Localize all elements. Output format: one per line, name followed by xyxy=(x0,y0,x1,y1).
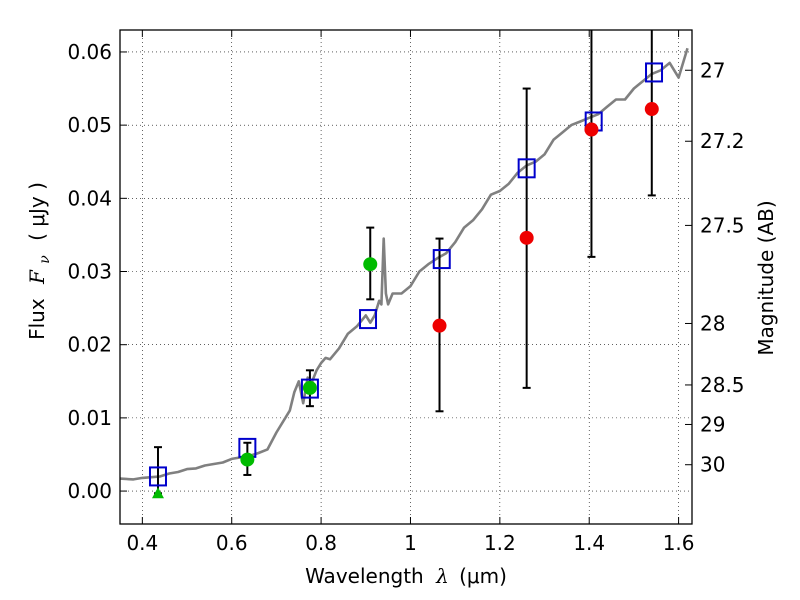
x-tick-label: 1.2 xyxy=(484,531,516,555)
x-axis-label-symbol: λ xyxy=(435,564,449,588)
model-spectrum-layer xyxy=(119,47,689,481)
model-photometry-square xyxy=(517,158,536,179)
x-tick-label: 1.6 xyxy=(663,531,695,555)
model-photometry-square xyxy=(645,62,664,83)
y-tick-label: 0.01 xyxy=(67,406,112,430)
y2-tick-label: 28 xyxy=(700,311,725,335)
y-tick-label: 0.03 xyxy=(67,260,112,284)
x-tick-label: 1.4 xyxy=(573,531,605,555)
y2-tick-label: 27 xyxy=(700,58,725,82)
markers-layer xyxy=(148,62,664,499)
detection-point xyxy=(432,318,447,333)
detection-point xyxy=(363,257,378,272)
y2-tick-label: 29 xyxy=(700,412,725,436)
model-spectrum-line xyxy=(119,47,689,481)
y-axis-label-symbol: F xyxy=(25,269,49,285)
y-axis-label-prefix: Flux xyxy=(25,298,49,340)
y-tick-label: 0.02 xyxy=(67,333,112,357)
y2-tick-label: 28.5 xyxy=(700,373,745,397)
detection-point xyxy=(519,230,534,245)
y2-axis-label: Magnitude (AB) xyxy=(754,200,778,355)
y-axis-label-sub: ν xyxy=(37,255,53,264)
detection-point xyxy=(302,380,317,395)
model-photometry-square xyxy=(359,309,378,330)
x-tick-label: 0.4 xyxy=(126,531,158,555)
y2-tick-label: 27.2 xyxy=(700,129,745,153)
detection-point xyxy=(644,102,659,117)
y2-tick-label: 27.5 xyxy=(700,213,745,237)
upper-limit-triangle xyxy=(151,487,164,499)
ticks-layer: 0.4 0.6 0.8 1 1.2 1.4 1.6 0.00 0.01 0.02 0.03 0.04 0… xyxy=(67,30,745,555)
y-tick-label: 0.00 xyxy=(67,479,112,503)
plot-frame xyxy=(119,29,693,525)
y-tick-label: 0.06 xyxy=(67,40,112,64)
error-bars-layer xyxy=(153,30,656,495)
model-photometry-square xyxy=(432,249,451,270)
x-axis-label-unit: (μm) xyxy=(459,564,507,588)
detection-point xyxy=(584,122,599,137)
model-photometry-square xyxy=(300,378,319,399)
y-axis-label-unit: ( μJy ) xyxy=(25,182,49,241)
grid xyxy=(120,30,692,524)
model-photometry-square xyxy=(148,466,167,487)
x-tick-label: 0.8 xyxy=(305,531,337,555)
y-tick-label: 0.05 xyxy=(67,113,112,137)
y-axis-label: Flux F ν ( μJy ) xyxy=(25,182,54,340)
x-tick-label: 1 xyxy=(404,531,417,555)
x-axis-label: Wavelength λ (μm) xyxy=(305,564,507,588)
y2-tick-label: 30 xyxy=(700,453,725,477)
y-tick-label: 0.04 xyxy=(67,186,112,210)
detection-point xyxy=(240,452,255,467)
x-axis-label-prefix: Wavelength xyxy=(305,564,424,588)
x-tick-label: 0.6 xyxy=(216,531,248,555)
